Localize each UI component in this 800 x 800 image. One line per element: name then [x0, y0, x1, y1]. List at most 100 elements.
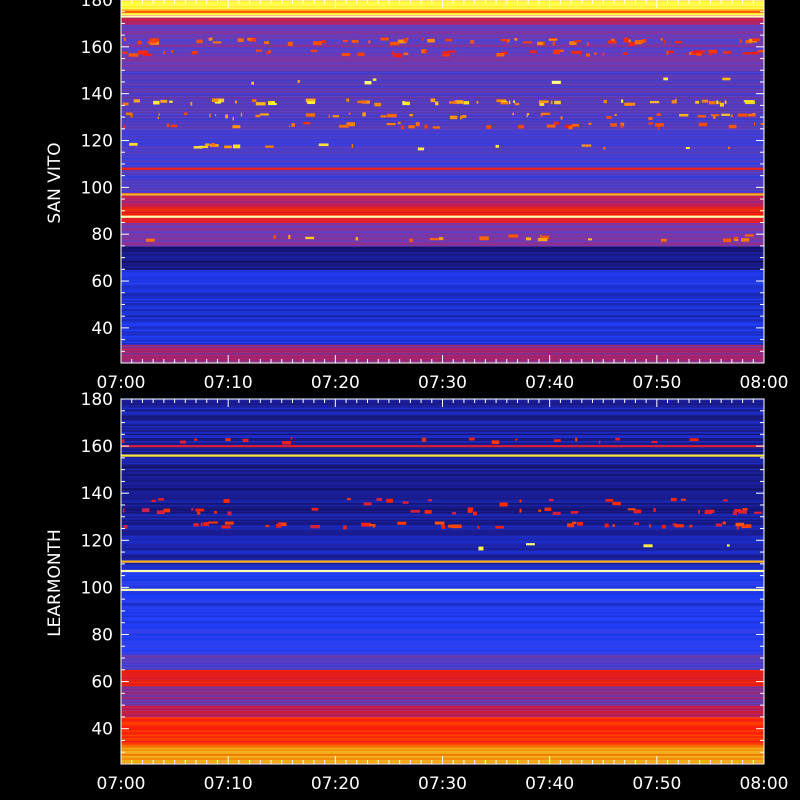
band-row [121, 125, 764, 128]
band-row [121, 59, 764, 62]
burst-mark [409, 238, 413, 243]
band-row [121, 279, 764, 282]
burst-mark [634, 522, 639, 525]
burst-mark [620, 124, 623, 129]
burst-mark [310, 49, 318, 53]
band-row [121, 285, 764, 288]
band-row [121, 309, 764, 311]
burst-mark [737, 113, 748, 117]
burst-mark [607, 40, 617, 44]
burst-mark [571, 123, 580, 127]
band-row [121, 470, 764, 472]
band-row [121, 645, 764, 648]
burst-mark [728, 50, 732, 54]
band-row [121, 719, 764, 722]
burst-mark [512, 112, 515, 116]
band-row [121, 742, 764, 745]
band-row [121, 651, 764, 654]
burst-mark [743, 100, 754, 103]
burst-mark [747, 113, 756, 117]
band-row [121, 631, 764, 634]
burst-mark [287, 42, 293, 46]
burst-mark [460, 115, 463, 120]
band-row [121, 292, 764, 295]
burst-mark [529, 50, 537, 53]
burst-mark [125, 112, 133, 116]
band-row [121, 595, 764, 598]
band-row [121, 266, 764, 269]
band-row [121, 730, 764, 733]
band-row [121, 295, 764, 298]
x-tick-label: 07:10 [204, 774, 253, 794]
burst-mark [158, 498, 164, 501]
burst-mark [518, 124, 524, 129]
band-row [121, 624, 764, 627]
band-row [121, 464, 764, 466]
burst-mark [264, 41, 269, 44]
burst-mark [454, 100, 464, 104]
y-tick-label: 140 [81, 85, 113, 105]
burst-mark [723, 238, 732, 242]
burst-mark [190, 101, 193, 106]
band-row [121, 579, 764, 581]
band-row [121, 456, 764, 459]
band-row [121, 76, 764, 78]
band-row [121, 198, 764, 200]
y-tick-label: 140 [81, 484, 113, 504]
emission-line [121, 454, 764, 457]
burst-mark [663, 77, 668, 81]
burst-mark [635, 40, 644, 44]
burst-mark [648, 122, 653, 125]
band-row [121, 273, 764, 276]
burst-mark [698, 509, 701, 514]
burst-mark [539, 101, 545, 106]
band-row [121, 607, 764, 610]
burst-mark [397, 39, 407, 44]
band-row [121, 662, 764, 664]
burst-mark [427, 39, 435, 43]
band-row [121, 322, 764, 324]
band-row [121, 509, 764, 511]
band-row [121, 310, 764, 313]
burst-mark [212, 41, 222, 44]
band-row [121, 534, 764, 537]
burst-mark [710, 114, 720, 117]
band-row [121, 627, 764, 630]
band-row [121, 482, 764, 484]
burst-mark [346, 498, 351, 501]
burst-mark [427, 499, 433, 502]
band-row [121, 462, 764, 465]
burst-mark [137, 40, 142, 45]
burst-mark [603, 147, 606, 150]
band-row [121, 173, 764, 175]
band-row [121, 100, 764, 102]
band-row [121, 740, 764, 743]
band-row [121, 492, 764, 495]
band-row [121, 17, 764, 19]
band-row [121, 312, 764, 314]
band-row [121, 50, 764, 53]
burst-mark [268, 100, 275, 105]
emission-line [121, 569, 764, 573]
burst-mark [191, 52, 198, 55]
burst-mark [346, 98, 350, 102]
band-row [121, 722, 764, 725]
band-row [121, 294, 764, 296]
band-row [121, 128, 764, 131]
burst-mark [614, 113, 617, 116]
band-row [121, 26, 764, 29]
burst-mark [603, 99, 608, 104]
burst-mark [429, 238, 439, 241]
band-row [121, 500, 764, 502]
burst-mark [158, 113, 160, 116]
burst-mark [369, 524, 376, 527]
burst-mark [393, 53, 403, 58]
burst-mark [567, 523, 575, 528]
burst-mark [587, 42, 589, 46]
burst-mark [434, 521, 445, 525]
burst-mark [708, 100, 716, 105]
band-row [121, 347, 764, 349]
burst-mark [170, 124, 178, 128]
band-row [121, 235, 764, 238]
band-row [121, 269, 764, 271]
